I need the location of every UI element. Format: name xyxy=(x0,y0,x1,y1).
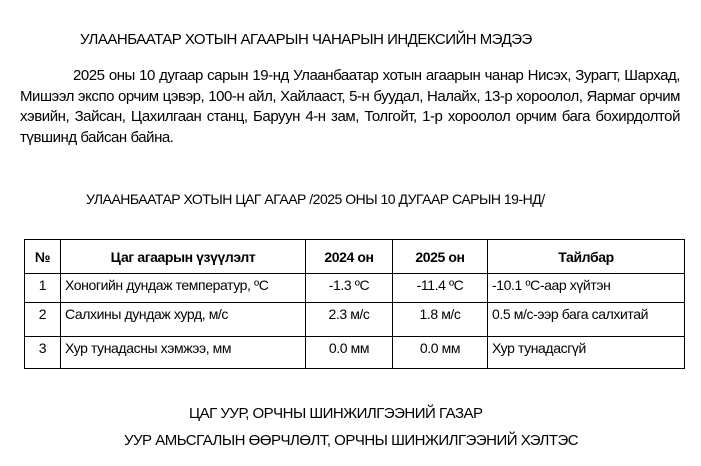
cell-2025: 0.0 мм xyxy=(392,336,488,369)
header-indicator: Цаг агаарын үзүүлэлт xyxy=(60,239,306,274)
document-title: УЛААНБААТАР ХОТЫН АГААРЫН ЧАНАРЫН ИНДЕКС… xyxy=(80,31,532,48)
cell-number: 1 xyxy=(24,273,61,303)
cell-note: 0.5 м/с-ээр бага салхитай xyxy=(487,302,685,337)
footer-organization: ЦАГ УУР, ОРЧНЫ ШИНЖИЛГЭЭНИЙ ГАЗАР xyxy=(189,405,483,422)
cell-2024: 0.0 мм xyxy=(305,336,393,369)
cell-2024: 2.3 м/с xyxy=(305,302,393,337)
weather-table-title: УЛААНБААТАР ХОТЫН ЦАГ АГААР /2025 ОНЫ 10… xyxy=(86,191,545,207)
footer-department: УУР АМЬСГАЛЫН ӨӨРЧЛӨЛТ, ОРЧНЫ ШИНЖИЛГЭЭН… xyxy=(124,432,579,449)
cell-number: 2 xyxy=(24,302,61,337)
weather-table: № Цаг агаарын үзүүлэлт 2024 он 2025 он Т… xyxy=(24,239,685,369)
table-row: 3 Хур тунадасны хэмжээ, мм 0.0 мм 0.0 мм… xyxy=(24,336,685,369)
table-row: 2 Салхины дундаж хурд, м/с 2.3 м/с 1.8 м… xyxy=(24,302,685,337)
cell-number: 3 xyxy=(24,336,61,369)
header-2024: 2024 он xyxy=(305,239,393,274)
cell-2024: -1.3 ºС xyxy=(305,273,393,303)
cell-2025: -11.4 ºС xyxy=(392,273,488,303)
cell-note: -10.1 ºС-аар хүйтэн xyxy=(487,273,685,303)
header-2025: 2025 он xyxy=(392,239,488,274)
header-note: Тайлбар xyxy=(487,239,685,274)
cell-indicator: Хоногийн дундаж температур, ºС xyxy=(60,273,306,303)
table-header-row: № Цаг агаарын үзүүлэлт 2024 он 2025 он Т… xyxy=(24,239,685,274)
cell-indicator: Салхины дундаж хурд, м/с xyxy=(60,302,306,337)
header-number: № xyxy=(24,239,61,274)
cell-2025: 1.8 м/с xyxy=(392,302,488,337)
cell-note: Хур тунадасгүй xyxy=(487,336,685,369)
air-quality-paragraph: 2025 оны 10 дугаар сарын 19-нд Улаанбаат… xyxy=(20,67,680,146)
table-row: 1 Хоногийн дундаж температур, ºС -1.3 ºС… xyxy=(24,273,685,303)
cell-indicator: Хур тунадасны хэмжээ, мм xyxy=(60,336,306,369)
